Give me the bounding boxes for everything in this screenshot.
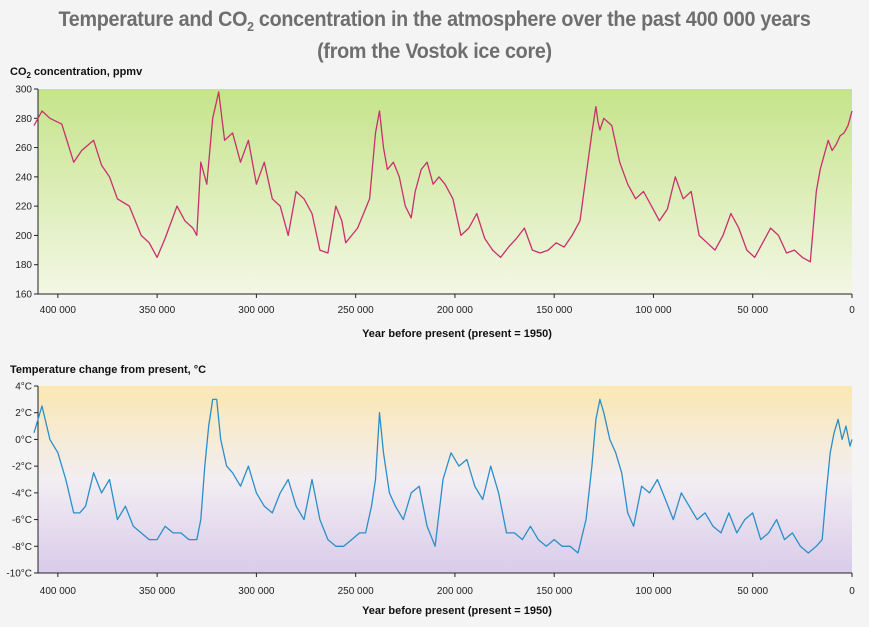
temp-x-tick-label: 200 000 — [437, 586, 474, 597]
co2-axis-title: CO2 concentration, ppmv — [10, 66, 143, 81]
temp-x-tick-label: 0 — [849, 586, 855, 597]
figure-title-line-1: Temperature and CO2 concentration in the… — [58, 8, 811, 35]
temp-y-tick-label: -8°C — [12, 542, 32, 553]
temp-y-tick-label: -10°C — [6, 569, 32, 580]
temp-y-tick-label: 4°C — [15, 382, 32, 393]
temp-x-tick-label: 100 000 — [635, 586, 672, 597]
figure-title-line-2: (from the Vostok ice core) — [317, 40, 552, 63]
co2-y-tick-label: 300 — [15, 85, 32, 96]
temp-plot-area — [38, 386, 852, 573]
temp-x-axis-label: Year before present (present = 1950) — [362, 605, 552, 617]
temp-series-line — [33, 398, 853, 554]
co2-x-tick-label: 0 — [849, 305, 855, 316]
temp-x-tick-label: 150 000 — [536, 586, 573, 597]
co2-chart: 160 180 200 220 240 260 280 300 400 000 350 000 30… — [15, 85, 855, 341]
co2-y-tick-label: 240 — [15, 172, 32, 183]
co2-x-tick-label: 150 000 — [536, 305, 573, 316]
co2-y-tick-label: 260 — [15, 143, 32, 154]
co2-y-tick-label: 200 — [15, 231, 32, 242]
co2-x-tick-label: 250 000 — [338, 305, 375, 316]
temperature-chart: 4°C 2°C 0°C -2°C -4°C -6°C -8°C -10°C 400 000 350… — [6, 382, 855, 618]
co2-x-axis-label: Year before present (present = 1950) — [362, 328, 552, 340]
co2-x-tick-label: 350 000 — [139, 305, 176, 316]
co2-x-tick-label: 200 000 — [437, 305, 474, 316]
temp-x-tick-label: 350 000 — [139, 586, 176, 597]
temp-y-tick-label: -4°C — [12, 488, 32, 499]
co2-x-tick-label: 50 000 — [737, 305, 768, 316]
co2-y-tick-label: 180 — [15, 260, 32, 271]
co2-x-tick-label: 400 000 — [40, 305, 77, 316]
co2-x-tick-label: 100 000 — [635, 305, 672, 316]
temp-y-tick-label: -6°C — [12, 515, 32, 526]
temp-y-tick-label: 0°C — [15, 435, 32, 446]
temp-x-tick-label: 400 000 — [40, 586, 77, 597]
temp-x-tick-label: 50 000 — [737, 586, 768, 597]
co2-y-tick-label: 160 — [15, 290, 32, 301]
temp-y-tick-label: 2°C — [15, 408, 32, 419]
temp-x-tick-label: 300 000 — [238, 586, 275, 597]
co2-plot-area — [38, 89, 852, 294]
co2-y-tick-label: 220 — [15, 202, 32, 213]
temp-y-tick-label: -2°C — [12, 462, 32, 473]
temp-x-tick-label: 250 000 — [338, 586, 375, 597]
co2-y-tick-label: 280 — [15, 114, 32, 125]
temperature-axis-title: Temperature change from present, °C — [10, 364, 207, 376]
co2-series-line — [33, 91, 853, 263]
co2-x-tick-label: 300 000 — [238, 305, 275, 316]
